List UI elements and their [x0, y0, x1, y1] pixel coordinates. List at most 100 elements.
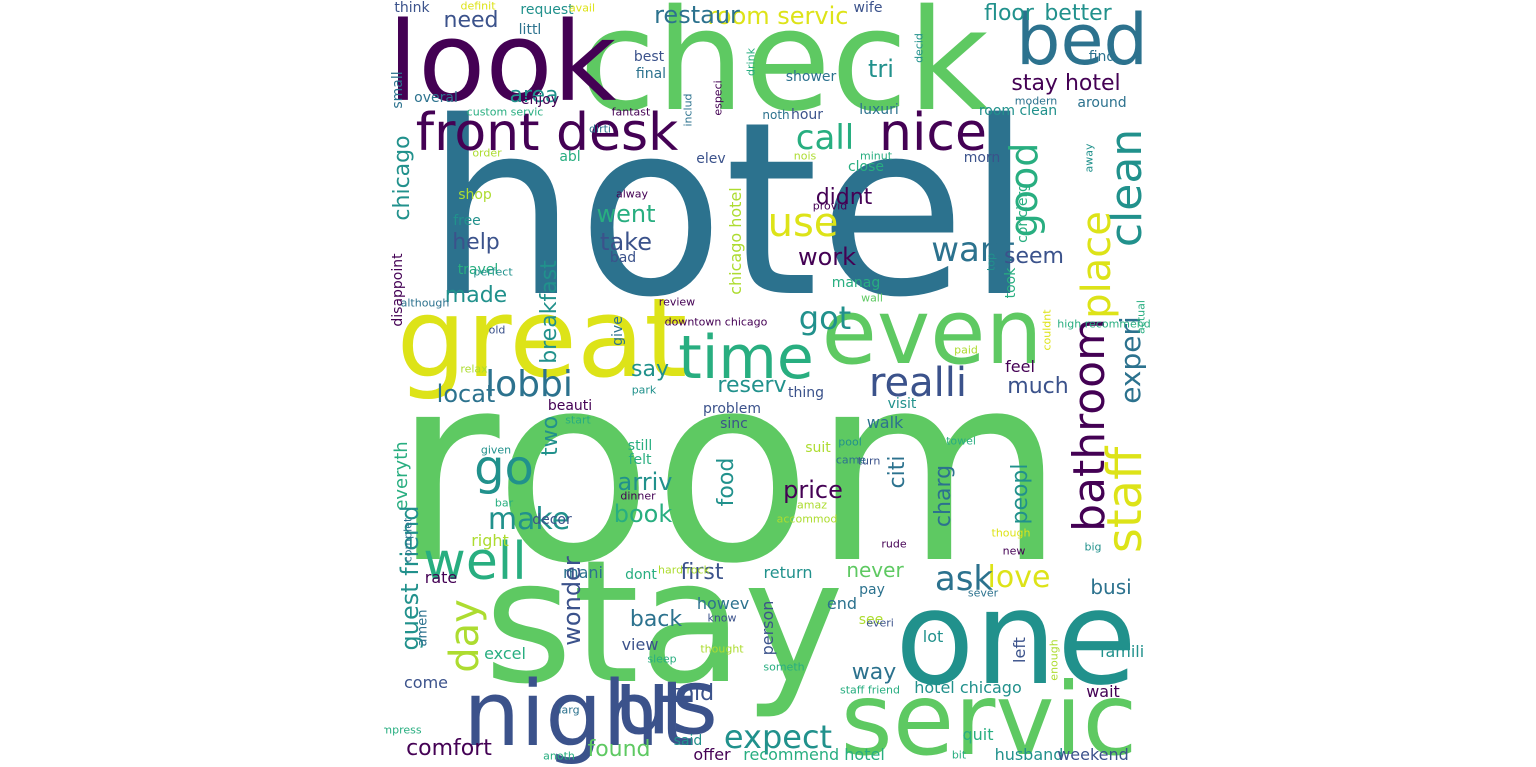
word-172: turn	[857, 454, 881, 468]
word-189: thought	[700, 642, 744, 656]
word-140: dirti	[589, 122, 611, 136]
word-119: find	[1088, 49, 1116, 65]
word-17: staff	[1097, 446, 1152, 554]
word-183: amen	[415, 609, 431, 647]
word-143: order	[472, 146, 502, 160]
word-35: restaur	[654, 1, 740, 29]
word-57: book	[613, 500, 673, 528]
word-91: dont	[625, 567, 657, 583]
word-51: locat	[436, 380, 496, 408]
word-47: work	[797, 243, 857, 271]
word-20: realli	[868, 360, 968, 406]
word-3: check	[579, 0, 989, 143]
word-159: old	[488, 323, 506, 337]
word-31: ask	[934, 559, 994, 599]
word-137: disappoint	[390, 253, 406, 327]
word-44: went	[596, 200, 656, 228]
word-84: view	[621, 635, 659, 654]
word-11: us	[614, 650, 718, 755]
word-102: problem	[703, 401, 761, 417]
word-37: better	[1044, 1, 1112, 26]
word-81: quit	[962, 725, 994, 744]
word-97: see	[858, 612, 884, 628]
word-94: pay	[859, 582, 885, 598]
word-154: downtown chicago	[664, 315, 768, 329]
word-124: final	[635, 66, 667, 82]
word-78: recommend hotel	[743, 745, 885, 764]
word-184: impress	[384, 723, 422, 737]
word-138: fantast	[611, 105, 651, 119]
word-186: anoth	[543, 749, 575, 763]
word-111: luxuri	[859, 102, 899, 118]
word-69: way	[851, 660, 897, 685]
word-58: price	[783, 476, 843, 504]
word-27: call	[795, 118, 855, 158]
word-62: peopl	[1008, 463, 1033, 525]
word-113: hour	[790, 107, 824, 123]
word-75: wait	[1086, 682, 1120, 701]
word-167: high recommend	[1057, 317, 1151, 331]
word-28: expect	[723, 718, 833, 756]
word-32: got	[798, 299, 852, 337]
word-76: husband	[994, 745, 1064, 764]
word-77: weekend	[1057, 745, 1129, 764]
word-38: need	[443, 8, 499, 33]
word-26: want	[931, 230, 1015, 270]
word-107: decor	[532, 512, 572, 528]
word-161: relax	[460, 362, 488, 376]
word-53: reserv	[717, 373, 787, 398]
word-182: complet	[401, 517, 415, 563]
word-194: enough	[1047, 639, 1061, 681]
word-175: bar	[494, 496, 514, 510]
word-131: shop	[458, 187, 492, 203]
word-8: great	[396, 274, 688, 402]
word-116: morn	[963, 150, 1001, 166]
word-169: towel	[946, 434, 976, 448]
word-74: hotel chicago	[914, 678, 1022, 697]
word-120: around	[1077, 95, 1127, 111]
word-25: use	[767, 200, 839, 246]
word-132: bad	[609, 250, 637, 266]
word-60: citi	[885, 455, 910, 489]
word-192: sever	[967, 586, 999, 600]
word-59: food	[714, 457, 739, 507]
word-87: famili	[1099, 642, 1145, 661]
word-130: travel	[457, 262, 499, 278]
word-187: sleep	[647, 652, 677, 666]
word-155: review	[658, 295, 696, 309]
word-125: littl	[518, 22, 542, 38]
word-96: person	[758, 600, 777, 656]
word-12: time	[678, 323, 814, 393]
word-23: well	[423, 532, 527, 592]
word-141: includ	[681, 93, 695, 127]
word-100: visit	[887, 396, 917, 412]
word-80: said	[673, 733, 703, 749]
word-99: thing	[787, 385, 825, 401]
word-68: busi	[1090, 575, 1132, 599]
word-139: custom servic	[466, 105, 544, 119]
word-66: first	[680, 560, 724, 585]
word-151: drink	[744, 48, 758, 76]
word-45: take	[600, 228, 652, 256]
word-73: found	[587, 737, 651, 762]
word-185: larg	[558, 703, 580, 717]
word-121: overal	[414, 90, 458, 106]
word-164: paid	[954, 343, 978, 357]
word-0: room	[392, 319, 1066, 621]
word-157: perfect	[473, 265, 513, 279]
word-123: best	[633, 49, 665, 65]
word-181: big	[1084, 540, 1102, 554]
word-114: noth	[762, 108, 790, 122]
word-40: tri	[868, 55, 894, 83]
word-148: away	[1082, 143, 1096, 173]
word-88: rate	[424, 568, 458, 587]
word-173: given	[480, 443, 512, 457]
word-171: came	[835, 453, 867, 467]
word-36: floor	[984, 1, 1034, 26]
word-24: day	[442, 599, 488, 673]
word-126: request	[520, 2, 574, 18]
word-176: accommod	[776, 512, 838, 526]
word-174: dinner	[620, 489, 656, 503]
word-112: room clean	[978, 103, 1058, 119]
word-98: feel	[1005, 357, 1035, 376]
